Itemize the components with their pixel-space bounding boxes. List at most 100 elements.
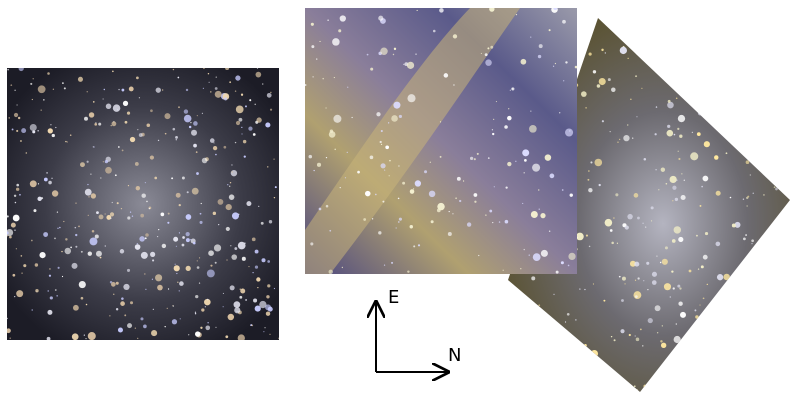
star [384, 264, 385, 265]
star [440, 156, 442, 158]
star [620, 47, 627, 54]
star [671, 77, 675, 81]
star [127, 216, 130, 219]
star [173, 128, 176, 131]
star [585, 360, 587, 362]
star [758, 103, 763, 108]
star [611, 242, 614, 245]
star [614, 27, 618, 31]
star [402, 182, 405, 185]
star [524, 358, 528, 362]
star [229, 194, 235, 200]
star [490, 46, 493, 49]
star [257, 287, 258, 288]
star [161, 213, 165, 217]
star [587, 20, 589, 22]
star [589, 246, 591, 248]
star [210, 138, 215, 143]
star [65, 248, 72, 255]
star [689, 339, 695, 345]
star [637, 217, 640, 220]
star [155, 274, 162, 281]
star [636, 116, 637, 117]
star [105, 245, 106, 246]
star [635, 280, 636, 281]
star [674, 336, 681, 343]
star [533, 253, 541, 261]
star [556, 271, 559, 274]
star [679, 348, 684, 353]
star [132, 215, 133, 216]
star [16, 290, 23, 297]
star [531, 211, 538, 218]
star [515, 319, 517, 321]
star [70, 134, 72, 136]
star [538, 55, 541, 58]
star [78, 77, 83, 82]
star [674, 134, 676, 136]
star [16, 104, 17, 105]
star [519, 342, 521, 344]
star [164, 326, 165, 327]
star [52, 190, 58, 196]
star [492, 222, 493, 223]
star [617, 142, 618, 143]
star [747, 205, 748, 206]
star [709, 308, 714, 313]
star [655, 133, 657, 135]
star [195, 295, 198, 298]
star [707, 284, 708, 285]
star [278, 338, 279, 339]
star [413, 245, 415, 247]
star [218, 224, 219, 225]
star [129, 87, 134, 92]
star [21, 255, 23, 257]
star [227, 184, 228, 185]
star [488, 157, 490, 159]
star [141, 193, 145, 197]
star [661, 61, 662, 62]
star [372, 218, 373, 219]
star [72, 263, 78, 269]
star [110, 218, 111, 219]
star [389, 175, 390, 176]
star [786, 211, 794, 219]
star [88, 251, 92, 255]
star [681, 195, 686, 200]
star [708, 305, 713, 310]
star [231, 254, 237, 260]
star [678, 343, 683, 348]
star [539, 44, 543, 48]
star [545, 154, 551, 160]
star [692, 132, 693, 133]
star [690, 152, 698, 160]
star [789, 309, 791, 311]
star [330, 130, 333, 133]
star [661, 343, 666, 348]
star [179, 232, 180, 233]
star [213, 146, 217, 150]
star [499, 221, 500, 222]
star [199, 257, 200, 258]
star [671, 44, 673, 46]
star [417, 10, 418, 11]
star [697, 132, 701, 136]
star [270, 109, 272, 111]
star [248, 127, 252, 131]
star [365, 191, 371, 197]
star [7, 69, 9, 71]
star [238, 242, 246, 250]
star [243, 140, 246, 143]
star [152, 259, 154, 261]
star [200, 221, 203, 224]
star [407, 270, 409, 272]
star [59, 227, 61, 229]
star [85, 338, 86, 339]
star [778, 26, 781, 29]
star [47, 310, 52, 315]
star [215, 327, 216, 328]
star [660, 262, 661, 263]
star [444, 73, 449, 78]
star [273, 159, 274, 160]
star [130, 301, 133, 304]
